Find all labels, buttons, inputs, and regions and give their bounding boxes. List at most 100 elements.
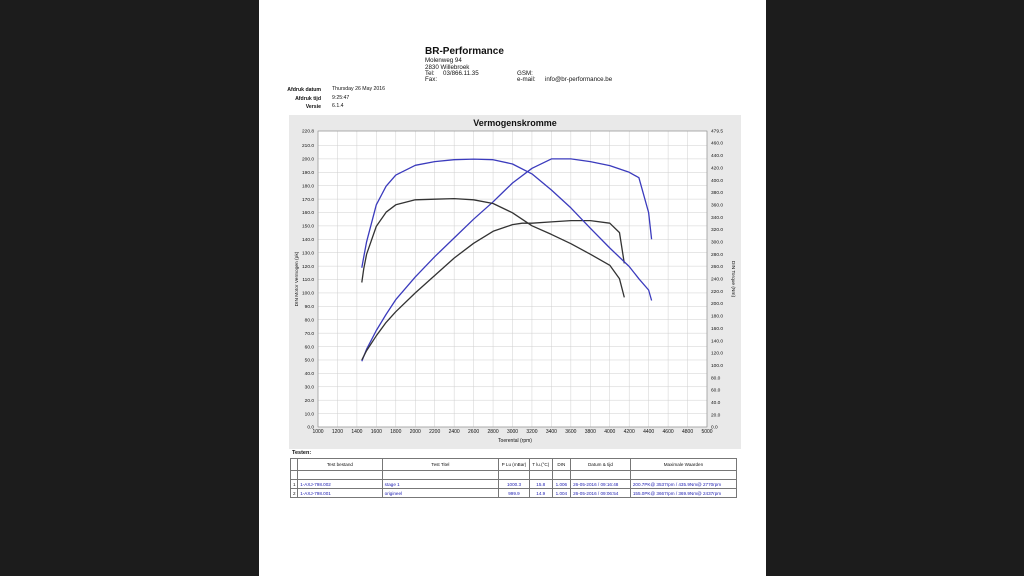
y2-tick-label: 479.5: [711, 129, 723, 135]
y2-tick-label: 420.0: [711, 165, 723, 171]
y-axis-label: DIN Motor Vermogen (pk): [294, 251, 300, 306]
y-tick-label: 30.0: [305, 384, 315, 390]
din-factor: 1.006: [551, 479, 572, 489]
y-tick-label: 150.0: [302, 224, 314, 230]
date-time: 26-05-2016 / 09:06:54: [570, 488, 631, 498]
col-header: Datum & tijd: [570, 458, 631, 471]
y-tick-label: 120.0: [302, 264, 314, 270]
table-header-row: Test bestand Test Titel P Lu (mBar) T lu…: [289, 458, 738, 471]
table-row[interactable]: 1 1-AXJ-798.002 stage 1 1000.3 15.8 1.00…: [289, 479, 738, 489]
y2-tick-label: 280.0: [711, 252, 723, 258]
power-chart-svg: Vermogenskromme 1000 1200 1400 1600 1800 2000…: [294, 118, 736, 444]
torque-curve-4: [361, 197, 625, 298]
x-tick-label: 2200: [429, 429, 440, 435]
curves: [361, 158, 653, 362]
y-tick-label: 20.0: [305, 398, 315, 404]
y-tick-label: 160.0: [302, 210, 314, 216]
y-tick-label: 140.0: [302, 237, 314, 243]
col-header: Test Titel: [381, 458, 500, 471]
tests-label: Testen:: [292, 450, 312, 456]
col-header: DIN: [551, 458, 572, 471]
results-table: Test bestand Test Titel P Lu (mBar) T lu…: [289, 458, 738, 498]
y2-tick-label: 300.0: [711, 240, 723, 246]
col-header: P Lu (mBar): [498, 458, 530, 471]
y2-axis-label: DIN Torque (Nm): [730, 261, 736, 298]
x-tick-label: 4000: [604, 429, 615, 435]
report-page: BR-Performance Molenweg 94 2830 Willebro…: [259, 0, 766, 576]
y-tick-label: 100.0: [302, 291, 314, 297]
y-tick-label: 70.0: [305, 331, 315, 337]
gsm-label: GSM:: [517, 70, 533, 77]
y-tick-label: 210.0: [302, 143, 314, 149]
address-line-2: 2830 Willebroek: [425, 64, 470, 71]
test-title: stage 1: [381, 479, 500, 489]
pressure: 1000.3: [498, 479, 530, 489]
email-address: info@br-performance.be: [545, 76, 613, 83]
y2-tick-label: 80.0: [711, 375, 721, 381]
din-factor: 1.004: [551, 488, 572, 498]
y-tick-label: 190.0: [302, 170, 314, 176]
y-tick-label: 110.0: [302, 277, 314, 283]
date-time: 26-05-2016 / 09:16:48: [570, 479, 631, 489]
x-tick-label: 3800: [585, 429, 596, 435]
x-tick-label: 1000: [312, 429, 323, 435]
fax-label: Fax:: [425, 76, 438, 83]
y-tick-label: 60.0: [305, 344, 315, 350]
x-tick-label: 4800: [682, 429, 693, 435]
test-file: 1-AXJ-798.002: [297, 479, 383, 489]
x-tick-label: 4600: [663, 429, 674, 435]
y2-tick-label: 20.0: [711, 412, 721, 418]
y2-tick-label: 160.0: [711, 326, 723, 332]
x-tick-label: 2600: [468, 429, 479, 435]
plot-border: [317, 130, 708, 428]
print-time-value: 9:25:47: [332, 95, 350, 101]
y-tick-label: 220.8: [302, 129, 314, 135]
y2-tick-label: 40.0: [711, 400, 721, 406]
y2-tick-label: 120.0: [711, 351, 723, 357]
x-tick-label: 3600: [565, 429, 576, 435]
power-curve-1: [361, 158, 653, 362]
max-values: 200.7PK@ 3537rpm / 435.9Nm@ 2770rpm: [629, 479, 738, 489]
y-tick-labels: 0.0 10.0 20.0 30.0 40.0 50.0 60.0 70.0 80.0 90.0 1…: [302, 129, 314, 431]
y2-tick-label: 380.0: [711, 190, 723, 196]
y2-tick-labels: 0.0 20.0 40.0 60.0 80.0 100.0 120.0 140.0 160.0 1…: [711, 129, 723, 431]
test-title: origineel: [381, 488, 500, 498]
test-file: 1-AXJ-798.001: [297, 488, 383, 498]
y-tick-label: 170.0: [302, 197, 314, 203]
row-index: 1: [289, 479, 299, 489]
y2-tick-label: 360.0: [711, 202, 723, 208]
print-time-label: Afdruk tijd: [295, 96, 321, 102]
y-tick-label: 90.0: [305, 304, 315, 310]
y2-tick-label: 200.0: [711, 301, 723, 307]
x-tick-label: 1200: [332, 429, 343, 435]
col-header: [289, 458, 299, 471]
x-tick-label: 5000: [701, 429, 712, 435]
temperature: 14.9: [528, 488, 553, 498]
x-tick-label: 1800: [390, 429, 401, 435]
y-tick-label: 40.0: [305, 371, 315, 377]
y2-tick-label: 140.0: [711, 338, 723, 344]
tel-number: 03/866.11.35: [443, 70, 479, 77]
y2-tick-label: 180.0: [711, 314, 723, 320]
y2-tick-label: 460.0: [711, 141, 723, 147]
x-tick-label: 4200: [624, 429, 635, 435]
y-tick-label: 0.0: [307, 425, 314, 431]
x-tick-label: 3000: [507, 429, 518, 435]
x-tick-label: 1600: [371, 429, 382, 435]
email-label: e-mail:: [517, 76, 536, 83]
y-tick-label: 200.0: [302, 157, 314, 163]
y-tick-label: 130.0: [302, 250, 314, 256]
x-tick-label: 2400: [449, 429, 460, 435]
col-header: Maximale Waarden: [629, 458, 738, 471]
power-curve-2: [361, 219, 625, 361]
x-tick-label: 2000: [410, 429, 421, 435]
company-name: BR-Performance: [425, 46, 504, 57]
table-row[interactable]: 2 1-AXJ-798.001 origineel 999.9 14.9 1.0…: [289, 488, 738, 498]
temperature: 15.8: [528, 479, 553, 489]
y2-tick-label: 0.0: [711, 425, 718, 431]
x-tick-label: 3400: [546, 429, 557, 435]
y2-tick-label: 60.0: [711, 388, 721, 394]
version-label: Versie: [305, 104, 321, 110]
col-header: T lu.(°C): [528, 458, 553, 471]
torque-curve-3: [361, 158, 653, 301]
